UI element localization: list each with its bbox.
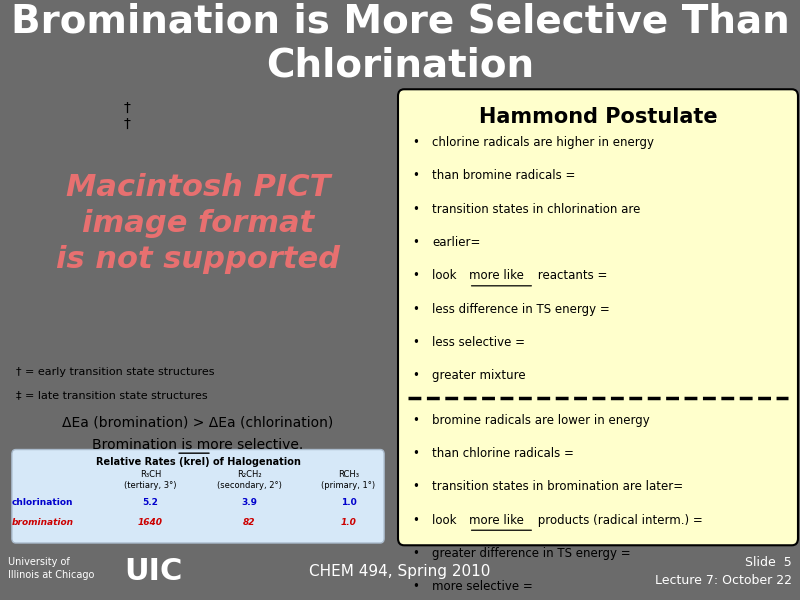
FancyBboxPatch shape	[398, 89, 798, 545]
Text: Hammond Postulate: Hammond Postulate	[478, 107, 718, 127]
Text: bromine radicals are lower in energy: bromine radicals are lower in energy	[432, 414, 650, 427]
Text: look: look	[432, 514, 461, 527]
Text: •: •	[412, 514, 419, 527]
Text: look: look	[432, 269, 461, 282]
Text: 5.2: 5.2	[142, 499, 158, 508]
Text: Slide  5
Lecture 7: October 22: Slide 5 Lecture 7: October 22	[655, 557, 792, 587]
Text: †
†: † †	[123, 101, 130, 131]
Text: •: •	[412, 369, 419, 382]
Text: 3.9: 3.9	[242, 499, 258, 508]
Text: 1.0: 1.0	[341, 518, 357, 527]
Text: R₃CH
(tertiary, 3°): R₃CH (tertiary, 3°)	[124, 470, 177, 490]
Text: 1640: 1640	[138, 518, 163, 527]
Text: more selective =: more selective =	[432, 580, 533, 593]
Text: greater difference in TS energy =: greater difference in TS energy =	[432, 547, 631, 560]
Text: greater mixture: greater mixture	[432, 369, 526, 382]
Text: † = early transition state structures: † = early transition state structures	[16, 367, 214, 377]
Text: than bromine radicals =: than bromine radicals =	[432, 169, 576, 182]
Text: R₂CH₂
(secondary, 2°): R₂CH₂ (secondary, 2°)	[217, 470, 282, 490]
Text: •: •	[412, 236, 419, 249]
Text: transition states in bromination are later=: transition states in bromination are lat…	[432, 481, 683, 493]
Text: •: •	[412, 203, 419, 216]
Text: •: •	[412, 336, 419, 349]
Text: 1.0: 1.0	[341, 499, 356, 508]
Text: less selective =: less selective =	[432, 336, 526, 349]
Text: than chlorine radicals =: than chlorine radicals =	[432, 447, 574, 460]
Text: less difference in TS energy =: less difference in TS energy =	[432, 302, 610, 316]
Text: •: •	[412, 302, 419, 316]
Text: •: •	[412, 136, 419, 149]
Text: Relative Rates (krel) of Halogenation: Relative Rates (krel) of Halogenation	[95, 457, 301, 467]
Text: •: •	[412, 481, 419, 493]
Text: •: •	[412, 580, 419, 593]
Text: UIC: UIC	[124, 557, 182, 586]
Text: •: •	[412, 447, 419, 460]
Text: University of
Illinois at Chicago: University of Illinois at Chicago	[8, 557, 94, 580]
Text: Bromination is More Selective Than
Chlorination: Bromination is More Selective Than Chlor…	[10, 2, 790, 85]
Text: •: •	[412, 547, 419, 560]
Text: products (radical interm.) =: products (radical interm.) =	[534, 514, 703, 527]
Text: transition states in chlorination are: transition states in chlorination are	[432, 203, 641, 216]
Text: more like: more like	[469, 269, 523, 282]
Text: earlier=: earlier=	[432, 236, 481, 249]
Text: bromination: bromination	[12, 518, 74, 527]
Text: chlorine radicals are higher in energy: chlorine radicals are higher in energy	[432, 136, 654, 149]
Text: more like: more like	[469, 514, 523, 527]
Text: ‡ = late transition state structures: ‡ = late transition state structures	[16, 390, 207, 400]
Text: reactants =: reactants =	[534, 269, 607, 282]
Text: ΔEa (bromination) > ΔEa (chlorination): ΔEa (bromination) > ΔEa (chlorination)	[62, 415, 334, 429]
Text: RCH₃
(primary, 1°): RCH₃ (primary, 1°)	[322, 470, 375, 490]
Text: •: •	[412, 169, 419, 182]
Text: 82: 82	[243, 518, 256, 527]
Text: •: •	[412, 269, 419, 282]
Text: Bromination is more selective.: Bromination is more selective.	[92, 438, 304, 452]
Text: chlorination: chlorination	[12, 499, 74, 508]
Text: Macintosh PICT
image format
is not supported: Macintosh PICT image format is not suppo…	[56, 173, 340, 274]
Text: CHEM 494, Spring 2010: CHEM 494, Spring 2010	[310, 564, 490, 579]
Text: •: •	[412, 414, 419, 427]
FancyBboxPatch shape	[12, 449, 384, 543]
